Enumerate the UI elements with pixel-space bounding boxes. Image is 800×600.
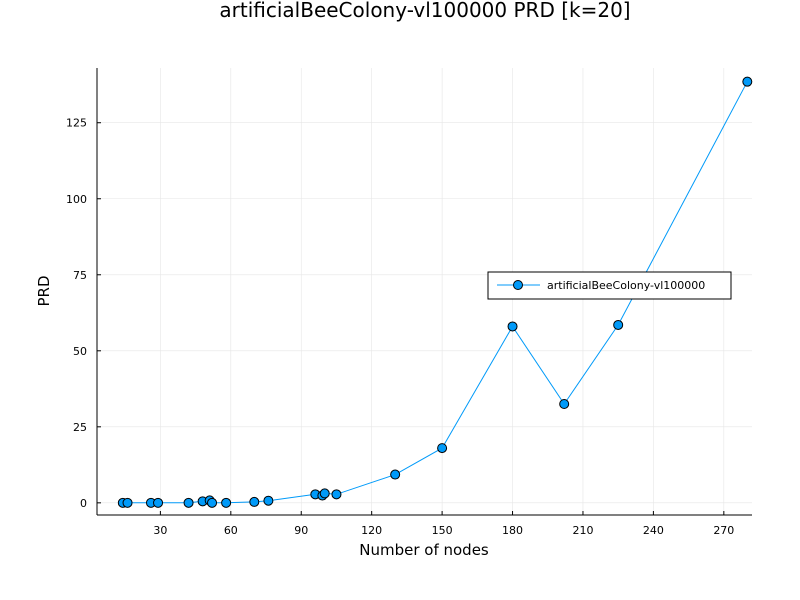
y-axis-label: PRD bbox=[35, 275, 53, 306]
data-point bbox=[183, 497, 194, 508]
series-points bbox=[117, 76, 753, 508]
legend: artificialBeeColony-vl100000 bbox=[487, 271, 732, 300]
legend-label: artificialBeeColony-vl100000 bbox=[547, 279, 705, 292]
y-tick-label: 75 bbox=[73, 269, 87, 282]
y-ticks: 0 25 50 75 100 125 bbox=[66, 117, 101, 510]
chart-title: artificialBeeColony-vl100000 PRD [k=20] bbox=[219, 0, 630, 22]
data-point bbox=[221, 497, 232, 508]
y-tick-label: 0 bbox=[80, 497, 87, 510]
y-tick-label: 100 bbox=[66, 193, 87, 206]
axes bbox=[96, 68, 752, 516]
data-point bbox=[207, 497, 218, 508]
y-tick-label: 25 bbox=[73, 421, 87, 434]
data-point bbox=[507, 321, 518, 332]
data-point bbox=[390, 469, 401, 480]
x-tick-label: 60 bbox=[224, 524, 238, 537]
x-tick-label: 120 bbox=[361, 524, 382, 537]
x-axis-label: Number of nodes bbox=[359, 541, 489, 559]
x-tick-label: 150 bbox=[432, 524, 453, 537]
data-point bbox=[319, 488, 330, 499]
data-point bbox=[153, 497, 164, 508]
data-point bbox=[331, 489, 342, 500]
data-point bbox=[613, 319, 624, 330]
y-tick-label: 125 bbox=[66, 117, 87, 130]
data-point bbox=[742, 76, 753, 87]
y-tick-label: 50 bbox=[73, 345, 87, 358]
data-point bbox=[437, 443, 448, 454]
data-point bbox=[263, 495, 274, 506]
x-ticks: 30 60 90 120 150 180 210 240 270 bbox=[153, 511, 734, 537]
data-point bbox=[249, 496, 260, 507]
x-tick-label: 90 bbox=[294, 524, 308, 537]
legend-marker bbox=[513, 280, 523, 290]
data-point bbox=[559, 399, 570, 410]
x-tick-label: 180 bbox=[502, 524, 523, 537]
x-tick-label: 210 bbox=[572, 524, 593, 537]
x-tick-label: 240 bbox=[643, 524, 664, 537]
data-point bbox=[122, 497, 133, 508]
x-tick-label: 270 bbox=[713, 524, 734, 537]
x-tick-label: 30 bbox=[153, 524, 167, 537]
